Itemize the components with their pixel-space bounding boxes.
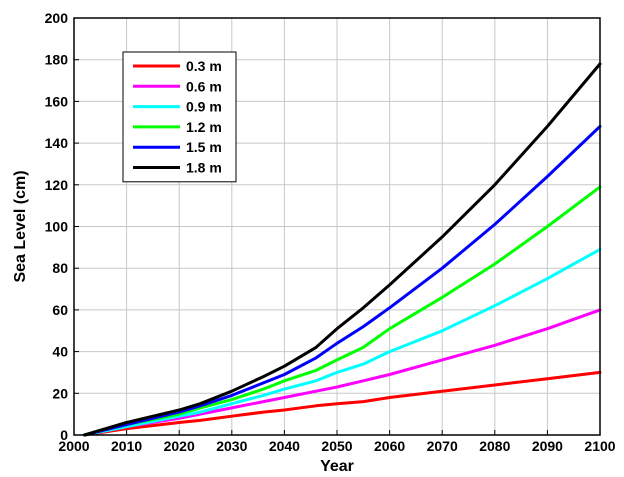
legend-label: 0.6 m bbox=[186, 78, 222, 94]
series-line-1-8-m bbox=[83, 62, 602, 437]
x-tick-label: 2040 bbox=[269, 438, 300, 454]
legend-label: 1.2 m bbox=[186, 119, 222, 135]
x-axis-label: Year bbox=[320, 458, 354, 475]
series-line-1-2-m bbox=[83, 185, 602, 437]
x-tick-label: 2020 bbox=[164, 438, 195, 454]
y-tick-label: 160 bbox=[45, 93, 69, 109]
series-line-0-9-m bbox=[83, 247, 602, 437]
legend-label: 0.3 m bbox=[186, 58, 222, 74]
x-tick-label: 2090 bbox=[532, 438, 563, 454]
axis-ticks: 2000 2010 2020 2030 2040 2050 2060 2070 2080 2090… bbox=[45, 10, 616, 454]
legend-label: 1.5 m bbox=[186, 139, 222, 155]
x-tick-label: 2030 bbox=[216, 438, 247, 454]
x-tick-label: 2070 bbox=[427, 438, 458, 454]
y-axis-label: Sea Level (cm) bbox=[12, 170, 29, 282]
x-tick-label: 2000 bbox=[58, 438, 89, 454]
legend-box bbox=[122, 51, 237, 183]
y-tick-label: 180 bbox=[45, 52, 69, 68]
legend: 0.3 m 0.6 m 0.9 m 1.2 m 1.5 m 1.8 m bbox=[122, 51, 237, 183]
series-lines bbox=[83, 62, 602, 437]
y-tick-label: 100 bbox=[45, 219, 69, 235]
x-tick-label: 2100 bbox=[584, 438, 615, 454]
x-tick-label: 2050 bbox=[321, 438, 352, 454]
y-tick-label: 0 bbox=[60, 427, 68, 443]
y-tick-label: 140 bbox=[45, 135, 69, 151]
x-tick-label: 2010 bbox=[111, 438, 142, 454]
x-tick-label: 2060 bbox=[374, 438, 405, 454]
grid bbox=[74, 18, 600, 435]
series-line-0-6-m bbox=[83, 308, 602, 437]
series-line-0-3-m bbox=[83, 370, 602, 437]
y-tick-label: 20 bbox=[52, 385, 68, 401]
series-line-1-5-m bbox=[83, 124, 602, 437]
y-tick-label: 80 bbox=[52, 260, 68, 276]
legend-label: 0.9 m bbox=[186, 99, 222, 115]
y-tick-label: 60 bbox=[52, 302, 68, 318]
legend-label: 1.8 m bbox=[186, 160, 222, 176]
x-tick-label: 2080 bbox=[479, 438, 510, 454]
y-tick-label: 120 bbox=[45, 177, 69, 193]
y-tick-label: 40 bbox=[52, 344, 68, 360]
y-tick-label: 200 bbox=[45, 10, 69, 26]
